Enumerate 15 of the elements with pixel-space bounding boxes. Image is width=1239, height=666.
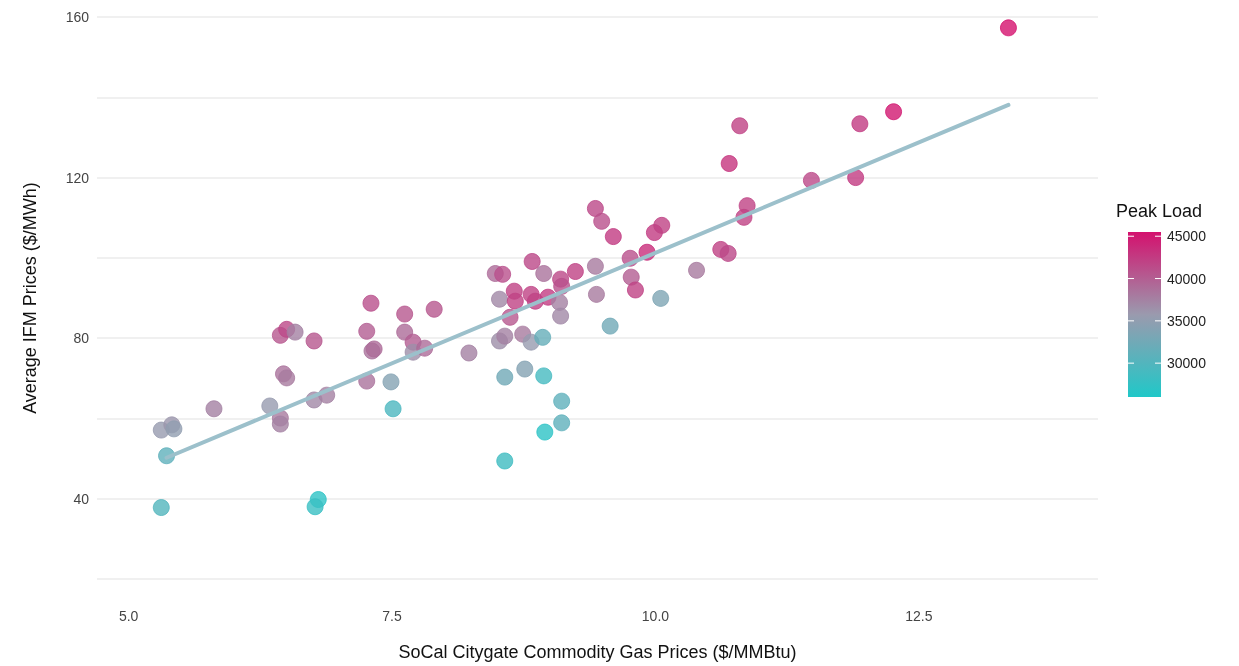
y-tick-label: 80 [73, 330, 90, 347]
color-bar-title: Peak Load [1116, 201, 1203, 221]
x-tick-label: 5.0 [118, 608, 139, 624]
color-bar-label: 40000 [1167, 270, 1207, 287]
y-tick-label: 120 [65, 169, 90, 186]
x-tick-label: 7.5 [382, 608, 402, 624]
color-bar-label: 30000 [1167, 355, 1207, 372]
color-bar-label: 35000 [1167, 312, 1207, 329]
color-bar-label: 45000 [1167, 228, 1207, 245]
x-tick-label: 10.0 [641, 608, 670, 624]
y-tick-label: 40 [73, 490, 90, 507]
x-tick-label: 12.5 [905, 608, 933, 624]
y-axis-title: Average IFM Prices ($/MWh) [20, 182, 40, 414]
y-tick-label: 160 [65, 9, 90, 25]
x-axis-title: SoCal Citygate Commodity Gas Prices ($/MMBtu) [398, 642, 797, 662]
